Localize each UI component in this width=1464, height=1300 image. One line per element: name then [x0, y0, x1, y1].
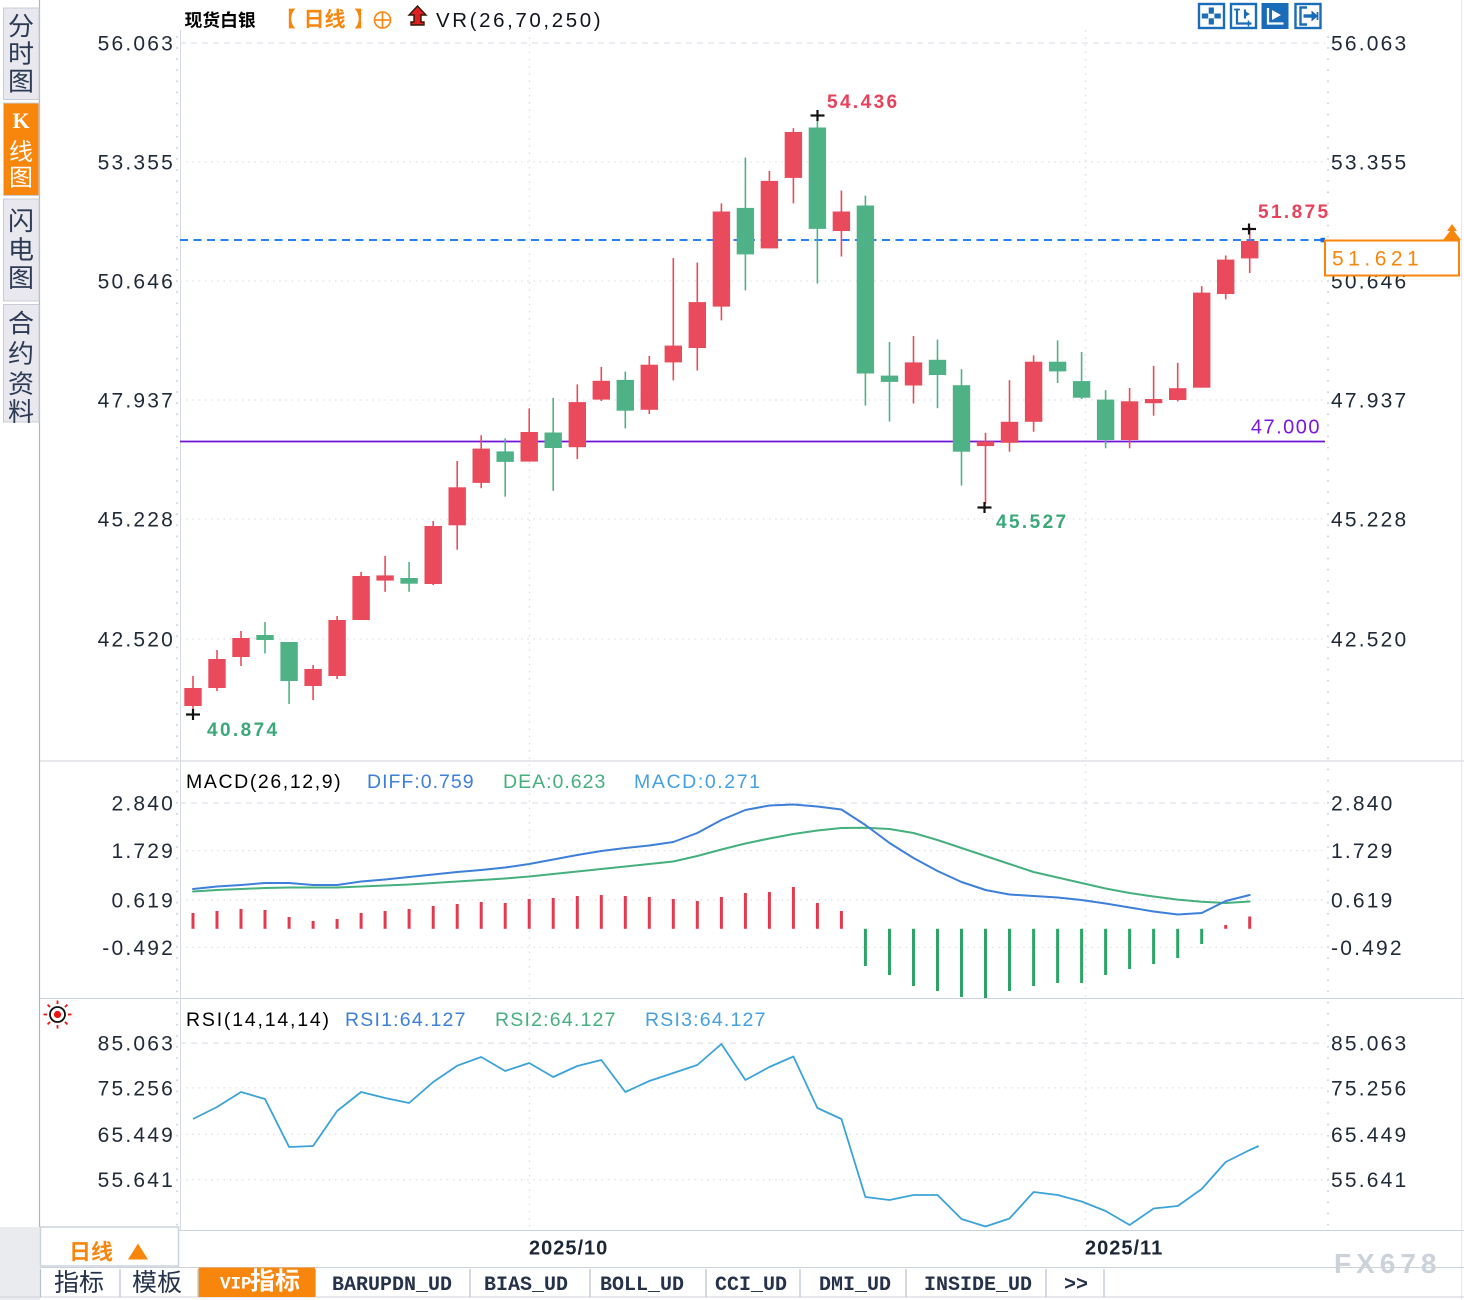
- svg-text:65.449: 65.449: [98, 1124, 175, 1147]
- svg-text:MACD:0.271: MACD:0.271: [634, 771, 762, 793]
- svg-text:54.436: 54.436: [827, 92, 900, 113]
- svg-text:55.641: 55.641: [1331, 1169, 1408, 1192]
- svg-text:53.355: 53.355: [1331, 151, 1408, 174]
- svg-text:RSI1:64.127: RSI1:64.127: [345, 1009, 467, 1031]
- svg-text:85.063: 85.063: [1331, 1033, 1408, 1056]
- svg-text:RSI(14,14,14): RSI(14,14,14): [186, 1009, 331, 1031]
- svg-text:MACD(26,12,9): MACD(26,12,9): [186, 771, 342, 793]
- svg-text:47.937: 47.937: [1331, 390, 1408, 413]
- svg-text:0.619: 0.619: [111, 889, 175, 912]
- svg-text:47.937: 47.937: [98, 390, 175, 413]
- svg-text:RSI2:64.127: RSI2:64.127: [495, 1009, 617, 1031]
- svg-text:DMI_UD: DMI_UD: [819, 1274, 891, 1297]
- svg-text:K: K: [12, 108, 29, 133]
- svg-text:RSI3:64.127: RSI3:64.127: [645, 1009, 767, 1031]
- svg-text:56.063: 56.063: [98, 33, 175, 56]
- svg-text:BARUPDN_UD: BARUPDN_UD: [332, 1274, 452, 1297]
- svg-text:42.520: 42.520: [1331, 629, 1408, 652]
- svg-text:DIFF:0.759: DIFF:0.759: [367, 771, 475, 793]
- svg-text:BOLL_UD: BOLL_UD: [600, 1274, 684, 1297]
- svg-text:BIAS_UD: BIAS_UD: [484, 1274, 568, 1297]
- svg-text:53.355: 53.355: [98, 151, 175, 174]
- svg-text:75.256: 75.256: [1331, 1077, 1408, 1100]
- svg-text:56.063: 56.063: [1331, 33, 1408, 56]
- svg-text:45.527: 45.527: [996, 512, 1069, 533]
- svg-text:INSIDE_UD: INSIDE_UD: [924, 1274, 1032, 1297]
- svg-text:>>: >>: [1064, 1274, 1088, 1297]
- svg-text:0.619: 0.619: [1331, 889, 1395, 912]
- svg-text:50.646: 50.646: [98, 271, 175, 294]
- svg-text:45.228: 45.228: [1331, 509, 1408, 532]
- svg-text:-0.492: -0.492: [1331, 937, 1404, 960]
- svg-text:45.228: 45.228: [98, 509, 175, 532]
- svg-text:CCI_UD: CCI_UD: [715, 1274, 787, 1297]
- svg-text:-0.492: -0.492: [102, 937, 175, 960]
- svg-text:2.840: 2.840: [1331, 793, 1395, 816]
- svg-text:VIP: VIP: [220, 1275, 252, 1295]
- svg-text:85.063: 85.063: [98, 1033, 175, 1056]
- svg-text:55.641: 55.641: [98, 1169, 175, 1192]
- svg-text:65.449: 65.449: [1331, 1124, 1408, 1147]
- svg-text:42.520: 42.520: [98, 629, 175, 652]
- svg-text:2025/10: 2025/10: [529, 1238, 608, 1260]
- svg-text:1.729: 1.729: [1331, 840, 1395, 863]
- svg-text:40.874: 40.874: [207, 720, 280, 741]
- svg-text:51.875: 51.875: [1258, 202, 1331, 223]
- svg-text:1.729: 1.729: [111, 840, 175, 863]
- svg-text:DEA:0.623: DEA:0.623: [503, 771, 606, 793]
- svg-text:75.256: 75.256: [98, 1077, 175, 1100]
- svg-text:2025/11: 2025/11: [1085, 1238, 1163, 1260]
- svg-text:FX678: FX678: [1334, 1248, 1442, 1279]
- svg-text:2.840: 2.840: [111, 793, 175, 816]
- svg-text:51.621: 51.621: [1332, 248, 1423, 271]
- svg-text:VR(26,70,250): VR(26,70,250): [436, 9, 603, 32]
- svg-text:47.000: 47.000: [1251, 417, 1321, 439]
